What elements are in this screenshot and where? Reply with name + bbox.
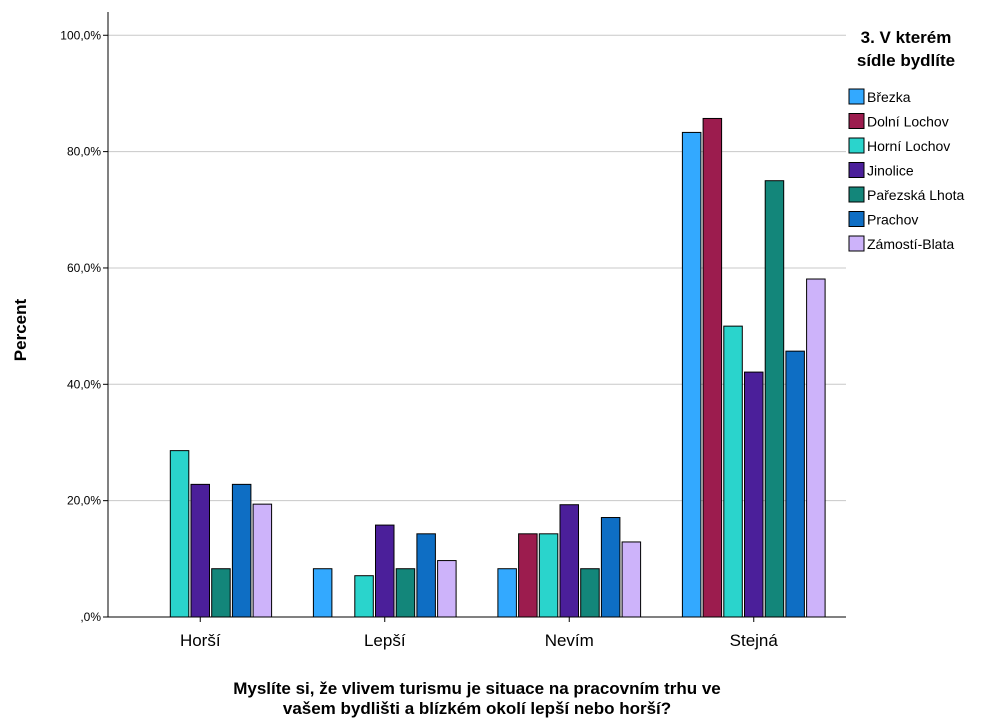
y-tick-label: 60,0% (67, 261, 101, 275)
bar (600, 517, 621, 618)
bar (785, 350, 805, 618)
bars (169, 117, 826, 618)
legend-label: Jinolice (867, 163, 914, 179)
y-tick-label: ,0% (80, 610, 101, 624)
bar (580, 568, 600, 618)
legend-swatch (848, 162, 865, 178)
legend-label: Prachov (867, 212, 918, 228)
legend-swatch (848, 235, 865, 252)
legend-label: Horní Lochov (867, 138, 950, 154)
bar (621, 541, 642, 618)
x-category-label: Lepší (364, 631, 406, 650)
legend-swatch (848, 186, 865, 203)
y-tick-label: 40,0% (67, 377, 101, 391)
bar (681, 131, 702, 618)
legend-label: Pařezská Lhota (867, 187, 964, 203)
legend-label: Březka (867, 89, 911, 105)
legend-swatch (848, 113, 865, 129)
y-tick-label: 20,0% (67, 494, 101, 508)
x-category-label: Stejná (730, 631, 779, 650)
x-category-label: Horší (180, 631, 221, 650)
axes (107, 12, 846, 618)
y-tick-label: 80,0% (67, 145, 101, 159)
bar (518, 533, 538, 618)
bar (702, 117, 723, 618)
legend-title-line-1: 3. V kterém (861, 28, 952, 47)
bar (395, 568, 416, 618)
legend-swatch (848, 211, 865, 227)
bar (231, 483, 252, 618)
bar (190, 483, 210, 618)
bar (375, 524, 395, 618)
bar (497, 568, 517, 618)
bar (252, 503, 273, 618)
bar (723, 325, 743, 618)
gridlines (108, 34, 846, 502)
bar (416, 533, 436, 618)
y-axis-title: Percent (11, 298, 30, 361)
y-axis-ticks: ,0% 20,0% 40,0% 60,0% 80,0% 100,0% (60, 28, 108, 624)
bar (538, 533, 559, 618)
legend-title-line-2: sídle bydlíte (857, 51, 955, 70)
bar (312, 568, 333, 618)
x-axis-title-line-1: Myslíte si, že vlivem turismu je situace… (233, 679, 721, 698)
bar (169, 450, 190, 618)
bar (354, 575, 374, 618)
bar (806, 278, 826, 618)
x-axis-categories: Horší Lepší Nevím Stejná (180, 617, 778, 650)
legend-items: Březka Dolní Lochov Horní Lochov Jinolice Pa… (848, 88, 964, 252)
legend-label: Dolní Lochov (867, 114, 949, 130)
bar (764, 180, 785, 618)
legend-label: Zámostí-Blata (867, 236, 954, 252)
x-axis-title-line-2: vašem bydlišti a blízkém okolí lepší neb… (283, 699, 671, 718)
bar (211, 568, 231, 618)
legend-swatch (848, 137, 865, 154)
legend: 3. V kterém sídle bydlíte Březka Dolní Lo… (848, 28, 964, 252)
y-tick-label: 100,0% (60, 28, 101, 42)
bar (744, 371, 764, 618)
bar (437, 560, 457, 618)
x-category-label: Nevím (545, 631, 594, 650)
legend-swatch (848, 88, 865, 105)
bar (559, 504, 579, 618)
